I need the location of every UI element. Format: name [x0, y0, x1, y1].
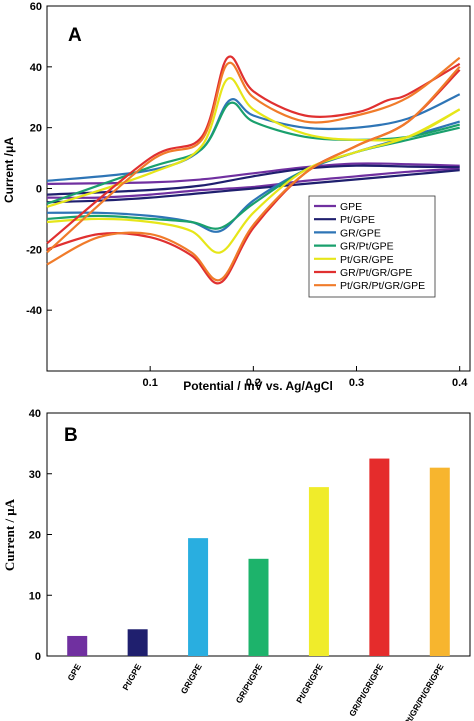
bar-pt-gr-pt-gr-gpe [429, 467, 450, 656]
cv-curve-forward-pt-gr-gpe [46, 77, 461, 208]
bar-gr-gpe [188, 538, 209, 656]
panel-a-y-axis-label: Current /μA [2, 137, 16, 203]
panel-a-y-tick-label: 40 [30, 62, 42, 74]
bar-gr-pt-gpe [248, 558, 269, 656]
panel-b-x-category-label: Pt/GR/Pt/GR/GPE [402, 662, 446, 721]
panel-a-x-tick-label: 0.3 [349, 377, 364, 389]
panel-b-y-tick-label: 20 [29, 530, 41, 542]
cv-curve-forward-gr-gpe [46, 93, 461, 182]
panel-a-x-tick-label: 0.1 [143, 377, 158, 389]
legend-label-gpe: GPE [340, 201, 362, 213]
panel-b-y-tick-label: 10 [29, 590, 41, 602]
panel-b-x-category-label: GR/GPE [179, 662, 204, 696]
panel-b-x-category-label: Pt/GPE [120, 662, 143, 692]
panel-a-cyclic-voltammogram: A -40 -20 0 20 40 60 0.1 0.2 0.3 0.4 Potential /… [2, 1, 471, 393]
cv-curve-forward-gpe [46, 162, 460, 185]
panel-a-label: A [68, 25, 82, 46]
cv-curve-forward-pt-gr-pt-gr-gpe [46, 56, 461, 254]
legend-label-pt-gpe: Pt/GPE [340, 214, 375, 226]
legend-label-gr-pt-gpe: GR/Pt/GPE [340, 241, 394, 253]
panel-a-y-tick-label: 0 [36, 184, 42, 196]
cv-curve-forward-gr-pt-gpe [46, 101, 460, 205]
legend-label-gr-pt-gr-gpe: GR/Pt/GR/GPE [340, 267, 412, 279]
panel-a-x-axis-label: Potential / mV vs. Ag/AgCl [183, 379, 333, 393]
panel-a-y-tick-label: 60 [30, 1, 42, 13]
bar-pt-gr-gpe [308, 487, 329, 656]
bar-gr-pt-gr-gpe [369, 458, 390, 656]
panel-a-y-tick-label: -40 [26, 305, 42, 317]
cv-curve-reverse-pt-gr-pt-gr-gpe [46, 66, 461, 282]
panel-b-y-tick-label: 40 [29, 408, 41, 420]
cv-curve-reverse-gpe [46, 167, 460, 199]
cv-curve-forward-gr-pt-gr-gpe [46, 55, 461, 245]
bar-gpe [67, 635, 88, 656]
legend-label-pt-gr-pt-gr-gpe: Pt/GR/Pt/GR/GPE [340, 280, 425, 292]
panel-b-x-category-label: GR/Pt/GPE [234, 662, 265, 705]
panel-a-x-tick-label: 0.4 [452, 377, 468, 389]
panel-b-x-category-label: Pt/GR/GPE [294, 662, 325, 705]
legend-label-gr-gpe: GR/GPE [340, 227, 381, 239]
cv-curve-reverse-pt-gr-gpe [46, 108, 461, 254]
panel-b-y-axis-label: Current / μA [2, 498, 17, 571]
cv-curve-forward-pt-gpe [46, 164, 460, 196]
panel-a-y-tick-label: -20 [26, 244, 42, 256]
cv-curve-reverse-pt-gpe [46, 169, 460, 204]
panel-a-y-tick-label: 20 [30, 123, 42, 135]
panel-b-x-category-label: GPE [65, 662, 83, 683]
panel-b-label: B [64, 425, 78, 446]
panel-a-x-tick-label: 0.2 [246, 377, 261, 389]
panel-b-bar-chart: B 0 10 20 30 40 GPE Pt/GPE GR/GPE GR/Pt/GPE Pt/G… [2, 408, 471, 721]
panel-b-y-tick-label: 0 [35, 651, 41, 663]
legend-label-pt-gr-gpe: Pt/GR/GPE [340, 254, 394, 266]
panel-b-x-category-label: GR/Pt/GR/GPE [347, 662, 385, 718]
bar-pt-gpe [127, 629, 148, 656]
panel-b-y-tick-label: 30 [29, 469, 41, 481]
